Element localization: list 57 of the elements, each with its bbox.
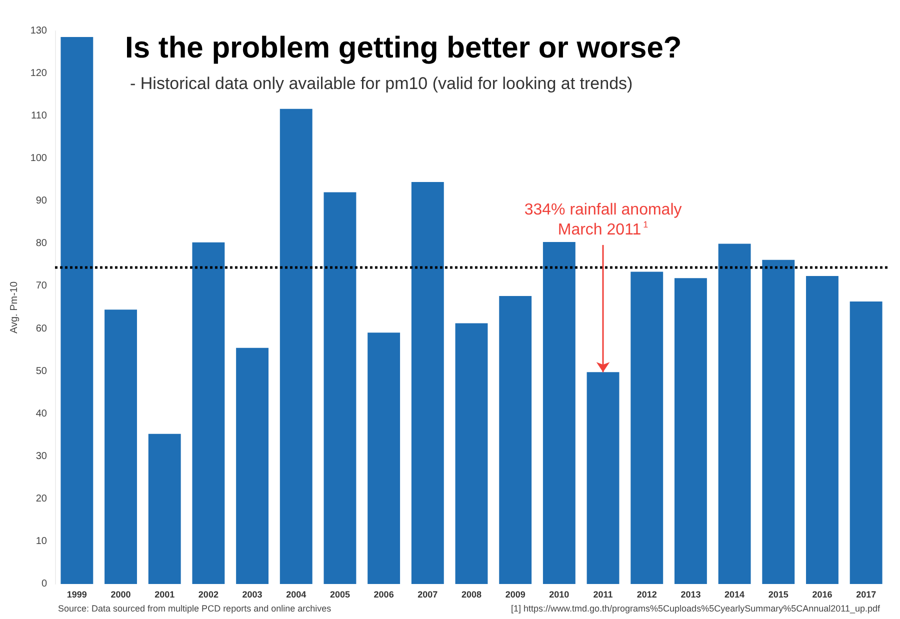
source-note: Source: Data sourced from multiple PCD reports and online archives [58,604,332,614]
x-tick-label: 2007 [418,590,438,600]
y-axis-title: Avg. Pm-10 [8,281,20,334]
bar [411,182,444,584]
x-tick-label: 2003 [242,590,262,600]
y-tick-label: 120 [30,68,48,80]
x-tick-label: 2006 [374,590,394,600]
x-tick-label: 2011 [593,590,613,600]
bar [455,323,488,584]
y-tick-label: 0 [41,578,48,590]
chart-title: Is the problem getting better or worse? [125,32,682,64]
bar [586,372,620,584]
x-tick-label: 2014 [724,590,745,600]
bar [368,332,400,584]
x-tick-label: 2016 [812,590,832,600]
y-tick-label: 70 [36,280,48,292]
y-tick-label: 30 [36,450,48,462]
bar [674,278,707,584]
x-tick-label: 2005 [330,590,350,600]
x-tick-label: 2002 [198,590,218,600]
bar [324,192,356,584]
bar [718,244,751,584]
bar [762,260,795,584]
bar [806,276,838,584]
x-tick-label: 1999 [66,590,87,600]
y-tick-label: 40 [36,408,48,420]
text: [1] https://www.tmd.go.th/programs%5Cuploads%5CyearlySummary%5CAnnual2011_up.pdf [510,604,880,614]
x-tick-label: 2012 [636,590,657,600]
y-tick-label: 80 [36,238,48,250]
bar [236,348,269,584]
bar [850,302,882,584]
bar [542,242,576,584]
x-tick-label: 2000 [110,590,131,600]
y-tick-label: 100 [30,153,48,164]
bar [104,310,137,584]
bar [192,242,225,584]
x-tick-label: 2009 [505,590,526,600]
bar [499,296,532,584]
y-tick-label: 50 [36,366,48,377]
bar [148,434,181,584]
bar [60,36,94,584]
x-tick-label: 2017 [856,590,876,600]
y-tick-label: 60 [36,323,48,334]
bar [280,108,312,584]
bar [630,272,664,584]
x-tick-label: 2001 [154,590,175,600]
y-tick-label: 10 [36,536,48,547]
x-tick-label: 2004 [286,590,306,600]
x-tick-label: 2013 [680,590,701,600]
x-tick-label: 2008 [461,590,482,600]
y-tick-label: 20 [36,493,48,504]
y-tick-label: 90 [36,196,48,207]
y-tick-label: 130 [30,26,48,36]
text: - Historical data only available for pm10 (valid for looking at trends) [130,74,633,93]
x-tick-label: 2015 [768,590,788,600]
y-tick-label: 110 [31,110,48,122]
x-tick-label: 2010 [549,590,570,600]
